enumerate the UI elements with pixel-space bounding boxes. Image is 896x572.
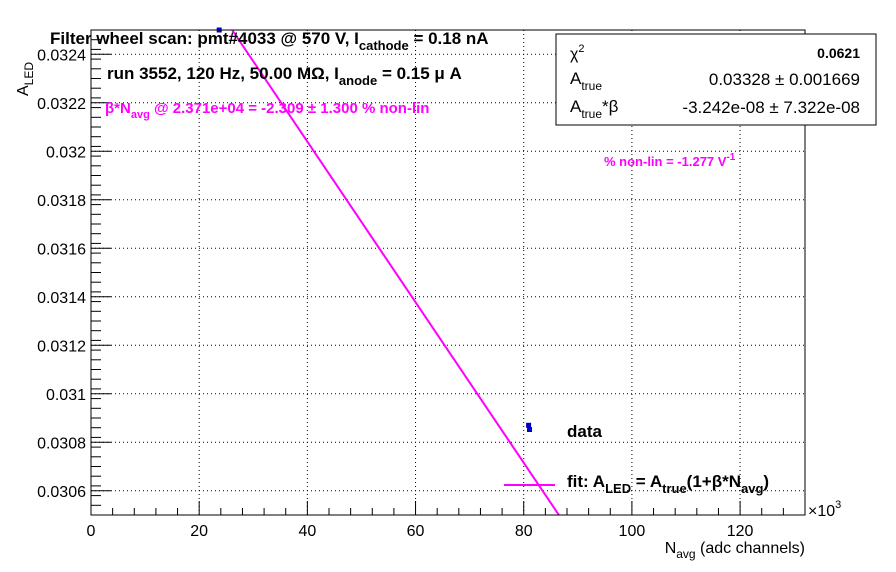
x-axis-title: Navg (adc channels) [665, 540, 805, 561]
legend-data-label: data [567, 422, 603, 441]
y-tick-label: 0.031 [46, 387, 86, 404]
stats-beta-label: Atrue*β [570, 97, 619, 121]
x-tick-label: 0 [87, 523, 96, 540]
stats-chi2-label: χ2 [570, 43, 585, 63]
data-point [526, 422, 532, 428]
volt-nonlin-annotation: % non-lin = -1.277 V-1 [604, 152, 736, 169]
stats-beta-value: -3.242e-08 ± 7.322e-08 [682, 98, 860, 117]
stats-atrue-label: Atrue [570, 69, 602, 93]
y-tick-label: 0.0312 [37, 338, 86, 355]
x-axis: 0 20 40 60 80 100 120 [87, 501, 784, 540]
stats-box: χ2 0.0621 Atrue 0.03328 ± 0.001669 Atrue… [555, 33, 877, 126]
y-tick-label: 0.0316 [37, 241, 86, 258]
y-axis: 0.0306 0.0308 0.031 0.0312 0.0314 0.0316 0.031… [37, 29, 111, 516]
y-tick-label: 0.0318 [37, 193, 86, 210]
y-tick-label: 0.0324 [37, 47, 86, 64]
y-tick-label: 0.0306 [37, 484, 86, 501]
x-tick-label: 40 [298, 523, 316, 540]
x-multiplier-label: ×103 [808, 499, 841, 520]
stats-atrue-value: 0.03328 ± 0.001669 [709, 70, 860, 89]
y-axis-title: ALED [15, 62, 36, 96]
legend: data fit: ALED = Atrue(1+β*Navg) [504, 422, 769, 496]
fit-line [231, 29, 560, 516]
run-subtitle: run 3552, 120 Hz, 50.00 MΩ, Ianode = 0.1… [107, 64, 462, 88]
x-tick-label: 60 [407, 523, 425, 540]
chart-title: Filter wheel scan: pmt#4033 @ 570 V, Ica… [50, 29, 489, 53]
y-tick-label: 0.0314 [37, 290, 86, 307]
x-tick-label: 20 [190, 523, 208, 540]
legend-data-marker [527, 427, 532, 432]
x-tick-label: 80 [515, 523, 533, 540]
y-tick-label: 0.032 [46, 144, 86, 161]
x-tick-label: 120 [727, 523, 754, 540]
legend-fit-label: fit: ALED = Atrue(1+β*Navg) [567, 472, 769, 496]
nonlin-annotation: β*Navg @ 2.371e+04 = -2.309 ± 1.300 % no… [105, 100, 429, 121]
grid-lines [91, 30, 805, 515]
fit-line-group [231, 29, 560, 516]
y-tick-label: 0.0308 [37, 435, 86, 452]
stats-chi2-value: 0.0621 [817, 45, 860, 61]
x-tick-label: 100 [619, 523, 646, 540]
y-tick-label: 0.0322 [37, 96, 86, 113]
